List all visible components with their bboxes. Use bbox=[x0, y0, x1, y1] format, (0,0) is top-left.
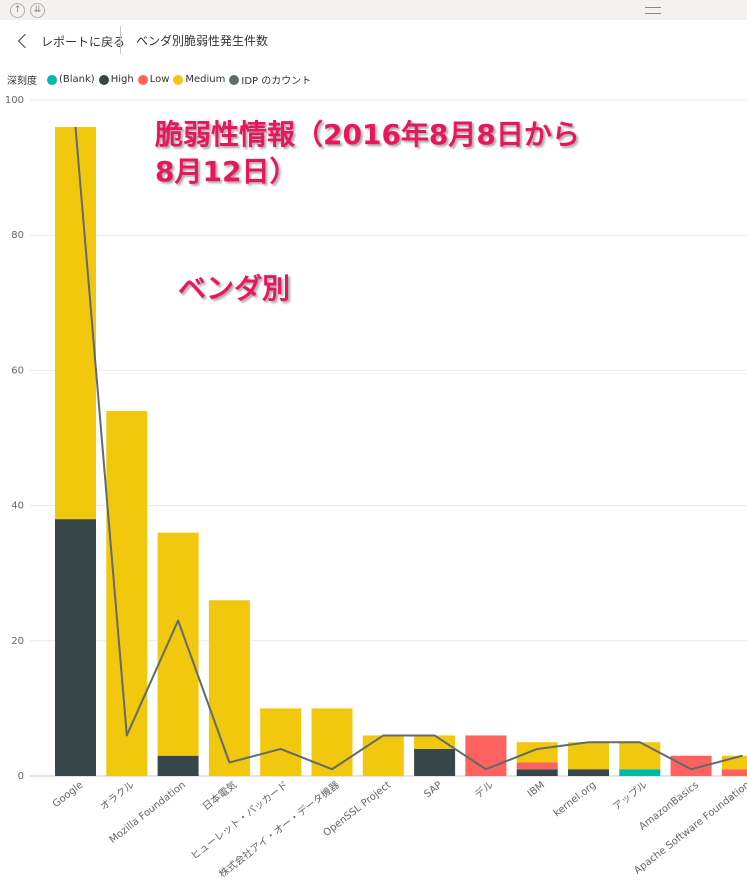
legend-dot bbox=[173, 74, 184, 85]
bar-segment bbox=[55, 519, 96, 776]
bar-segment bbox=[568, 769, 609, 776]
legend-dot bbox=[47, 74, 57, 85]
bar-segment bbox=[157, 755, 199, 776]
x-tick-label: SAP bbox=[422, 780, 444, 801]
x-tick-label: ヒューレット・パッカード bbox=[189, 779, 291, 862]
bar-segment bbox=[362, 735, 404, 776]
bar-segment bbox=[516, 769, 558, 776]
bar-segment bbox=[260, 708, 302, 776]
bar-segment bbox=[721, 769, 747, 776]
chart-legend: 深刻度 (Blank) High Low Medium IDP のカウント bbox=[7, 72, 315, 87]
back-to-report-button[interactable]: レポートに戻る bbox=[16, 30, 125, 52]
legend-dot bbox=[137, 74, 148, 85]
x-tick-label: 日本電気 bbox=[200, 778, 240, 813]
back-to-report-label: レポートに戻る bbox=[41, 34, 126, 49]
legend-dot bbox=[98, 74, 109, 85]
bar-segment bbox=[414, 735, 456, 749]
page-title: ベンダ別脆弱性発生件数 bbox=[136, 34, 269, 48]
x-tick-label: デル bbox=[472, 778, 496, 801]
x-tick-label: オラクル bbox=[98, 779, 137, 813]
legend-dot bbox=[229, 74, 240, 85]
drag-handle-icon[interactable] bbox=[645, 7, 661, 14]
bar-segment bbox=[516, 762, 558, 770]
x-tick-label: アップル bbox=[611, 779, 650, 813]
legend-label: High bbox=[110, 74, 134, 85]
bar-segment bbox=[414, 748, 456, 776]
legend-label: IDP のカウント bbox=[241, 76, 312, 87]
bar-segment bbox=[311, 708, 353, 776]
y-tick-label: 40 bbox=[11, 501, 24, 512]
legend-title: 深刻度 bbox=[7, 76, 37, 87]
bar-segment bbox=[157, 532, 199, 756]
x-tick-label: IBM bbox=[526, 780, 547, 800]
legend-item-idp-count[interactable]: IDP のカウント bbox=[229, 72, 311, 87]
expand-all-down-icon[interactable]: ⇊ bbox=[30, 3, 45, 18]
legend-item-blank[interactable]: (Blank) bbox=[47, 74, 95, 85]
legend-label: (Blank) bbox=[59, 74, 95, 85]
idp-count-line bbox=[74, 126, 743, 771]
legend-label: Medium bbox=[185, 74, 226, 85]
legend-label: Low bbox=[149, 74, 170, 85]
overlay-title: 脆弱性情報（2016年8月8日から 8月12日） bbox=[155, 118, 580, 188]
header-divider bbox=[120, 26, 121, 54]
y-tick-label: 100 bbox=[5, 95, 24, 106]
x-tick-label: Google bbox=[51, 780, 86, 810]
bar-segment bbox=[670, 755, 712, 776]
x-tick-label: kernel.org bbox=[552, 780, 598, 820]
bar-segment bbox=[516, 742, 558, 763]
window-top-bar: ↑ ⇊ bbox=[0, 0, 747, 20]
report-header: レポートに戻る ベンダ別脆弱性発生件数 bbox=[0, 20, 747, 62]
overlay-subtitle: ベンダ別 bbox=[178, 272, 291, 305]
legend-item-medium[interactable]: Medium bbox=[173, 74, 225, 85]
bar-segment bbox=[208, 600, 250, 776]
y-tick-label: 60 bbox=[11, 365, 24, 376]
drill-up-icon[interactable]: ↑ bbox=[10, 3, 25, 18]
bar-segment bbox=[568, 742, 609, 770]
bar-segment bbox=[106, 410, 148, 776]
legend-item-high[interactable]: High bbox=[98, 74, 134, 85]
legend-item-low[interactable]: Low bbox=[137, 74, 170, 85]
bar-segment bbox=[55, 127, 96, 520]
bar-segment bbox=[619, 769, 661, 776]
y-tick-label: 20 bbox=[11, 636, 24, 647]
y-tick-label: 80 bbox=[11, 230, 24, 241]
y-tick-label: 0 bbox=[18, 771, 24, 782]
bar-segment bbox=[619, 742, 661, 770]
